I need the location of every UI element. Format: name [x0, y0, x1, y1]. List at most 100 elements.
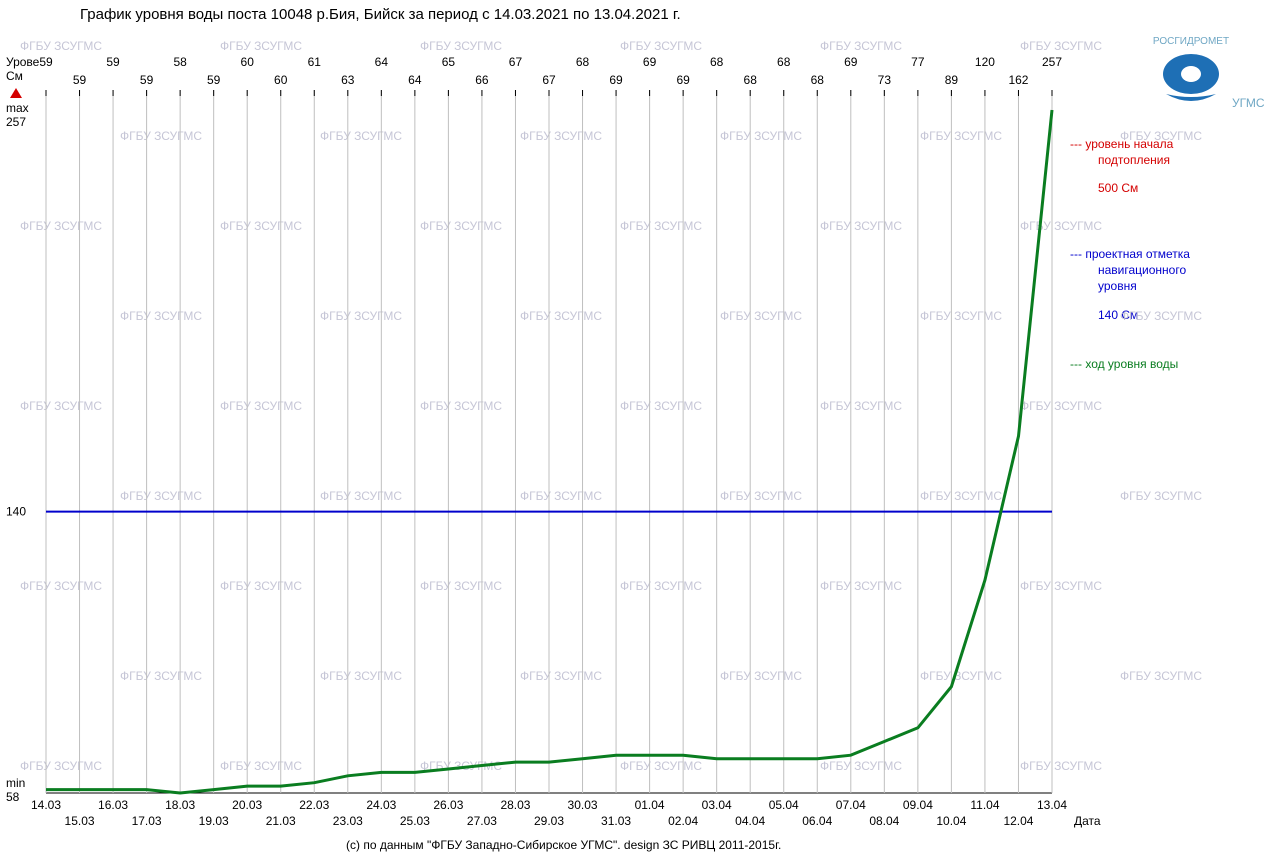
- y-min-label: min: [6, 776, 25, 790]
- watermark-text: ФГБУ ЗСУГМС: [20, 399, 102, 413]
- watermark-text: ФГБУ ЗСУГМС: [420, 579, 502, 593]
- top-value-row2: 60: [274, 73, 288, 87]
- x-tick-row2: 23.03: [333, 814, 363, 828]
- x-tick-row1: 01.04: [635, 798, 665, 812]
- x-tick-row2: 04.04: [735, 814, 765, 828]
- watermark-text: ФГБУ ЗСУГМС: [320, 309, 402, 323]
- watermark-text: ФГБУ ЗСУГМС: [1120, 669, 1202, 683]
- watermark-text: ФГБУ ЗСУГМС: [220, 579, 302, 593]
- x-tick-row1: 09.04: [903, 798, 933, 812]
- watermark-text: ФГБУ ЗСУГМС: [320, 129, 402, 143]
- top-value-row1: 68: [576, 55, 590, 69]
- x-tick-row1: 28.03: [500, 798, 530, 812]
- top-value-row1: 120: [975, 55, 995, 69]
- watermark-text: ФГБУ ЗСУГМС: [120, 129, 202, 143]
- watermark-text: ФГБУ ЗСУГМС: [1020, 399, 1102, 413]
- top-value-row1: 61: [308, 55, 322, 69]
- top-value-row1: 59: [106, 55, 120, 69]
- y-min-value: 58: [6, 790, 20, 804]
- watermark-text: ФГБУ ЗСУГМС: [420, 219, 502, 233]
- watermark-text: ФГБУ ЗСУГМС: [220, 759, 302, 773]
- top-value-row1: 77: [911, 55, 925, 69]
- top-value-row1: 68: [710, 55, 724, 69]
- x-tick-row1: 11.04: [970, 798, 999, 812]
- x-tick-row1: 22.03: [299, 798, 329, 812]
- top-value-row1: 69: [844, 55, 858, 69]
- x-tick-row1: 14.03: [31, 798, 61, 812]
- x-tick-row2: 10.04: [936, 814, 966, 828]
- watermark-text: ФГБУ ЗСУГМС: [120, 489, 202, 503]
- x-tick-row2: 17.03: [132, 814, 162, 828]
- watermark-text: ФГБУ ЗСУГМС: [620, 759, 702, 773]
- top-value-row1: 67: [509, 55, 523, 69]
- top-value-row1: 65: [442, 55, 456, 69]
- watermark-text: ФГБУ ЗСУГМС: [920, 129, 1002, 143]
- x-tick-row1: 03.04: [702, 798, 732, 812]
- top-value-row2: 89: [945, 73, 959, 87]
- watermark-text: ФГБУ ЗСУГМС: [520, 309, 602, 323]
- top-value-row2: 69: [609, 73, 623, 87]
- top-value-row2: 73: [878, 73, 892, 87]
- watermark-text: ФГБУ ЗСУГМС: [620, 39, 702, 53]
- y-max-value: 257: [6, 115, 26, 129]
- y-ref-140: 140: [6, 505, 26, 519]
- watermark-text: ФГБУ ЗСУГМС: [520, 129, 602, 143]
- watermark-text: ФГБУ ЗСУГМС: [620, 399, 702, 413]
- watermark-text: ФГБУ ЗСУГМС: [1020, 579, 1102, 593]
- watermark-text: ФГБУ ЗСУГМС: [1120, 309, 1202, 323]
- x-axis-title: Дата: [1074, 814, 1101, 828]
- watermark-text: ФГБУ ЗСУГМС: [320, 489, 402, 503]
- x-tick-row1: 05.04: [769, 798, 799, 812]
- top-value-row2: 59: [207, 73, 221, 87]
- watermark-text: ФГБУ ЗСУГМС: [420, 39, 502, 53]
- watermark-text: ФГБУ ЗСУГМС: [1020, 759, 1102, 773]
- top-value-row2: 162: [1008, 73, 1028, 87]
- footer-credits: (с) по данным "ФГБУ Западно-Сибирское УГ…: [346, 838, 781, 852]
- watermark-text: ФГБУ ЗСУГМС: [120, 309, 202, 323]
- watermark-text: ФГБУ ЗСУГМС: [420, 399, 502, 413]
- watermark-text: ФГБУ ЗСУГМС: [1120, 489, 1202, 503]
- watermark-text: ФГБУ ЗСУГМС: [720, 669, 802, 683]
- top-value-row2: 69: [676, 73, 690, 87]
- x-tick-row1: 13.04: [1037, 798, 1067, 812]
- x-tick-row1: 20.03: [232, 798, 262, 812]
- watermark-text: ФГБУ ЗСУГМС: [720, 129, 802, 143]
- top-value-row2: 59: [140, 73, 154, 87]
- watermark-text: ФГБУ ЗСУГМС: [20, 579, 102, 593]
- up-arrow-icon: [10, 88, 22, 98]
- watermark-text: ФГБУ ЗСУГМС: [820, 399, 902, 413]
- water-level-chart: ФГБУ ЗСУГМС ФГБУ ЗСУГМС ФГБУ ЗСУГМС ФГБУ ЗС…: [0, 0, 1280, 857]
- top-value-row2: 64: [408, 73, 422, 87]
- top-value-row1: 69: [643, 55, 657, 69]
- top-value-row2: 67: [542, 73, 556, 87]
- x-tick-row2: 29.03: [534, 814, 564, 828]
- x-tick-row1: 26.03: [433, 798, 463, 812]
- y-max-label: max: [6, 101, 29, 115]
- watermark-text: ФГБУ ЗСУГМС: [820, 39, 902, 53]
- watermark-text: ФГБУ ЗСУГМС: [820, 219, 902, 233]
- top-value-row2: 68: [744, 73, 758, 87]
- top-value-row2: 59: [73, 73, 87, 87]
- top-value-row2: 66: [475, 73, 489, 87]
- watermark-text: ФГБУ ЗСУГМС: [920, 309, 1002, 323]
- watermark-text: ФГБУ ЗСУГМС: [620, 219, 702, 233]
- x-tick-row1: 07.04: [836, 798, 866, 812]
- top-value-row1: 68: [777, 55, 791, 69]
- watermark-text: ФГБУ ЗСУГМС: [520, 489, 602, 503]
- x-tick-row2: 19.03: [199, 814, 229, 828]
- watermark-text: ФГБУ ЗСУГМС: [220, 39, 302, 53]
- y-axis-unit: См: [6, 69, 23, 83]
- watermark-text: ФГБУ ЗСУГМС: [320, 669, 402, 683]
- top-value-row2: 68: [811, 73, 825, 87]
- watermark-text: ФГБУ ЗСУГМС: [20, 219, 102, 233]
- watermark-text: ФГБУ ЗСУГМС: [720, 309, 802, 323]
- x-tick-row2: 06.04: [802, 814, 832, 828]
- top-value-row1: 60: [241, 55, 255, 69]
- watermark-text: ФГБУ ЗСУГМС: [1020, 39, 1102, 53]
- watermark-text: ФГБУ ЗСУГМС: [920, 669, 1002, 683]
- x-tick-row2: 25.03: [400, 814, 430, 828]
- watermark-text: ФГБУ ЗСУГМС: [620, 579, 702, 593]
- top-value-row2: 63: [341, 73, 355, 87]
- x-tick-row2: 31.03: [601, 814, 631, 828]
- watermark-text: ФГБУ ЗСУГМС: [220, 219, 302, 233]
